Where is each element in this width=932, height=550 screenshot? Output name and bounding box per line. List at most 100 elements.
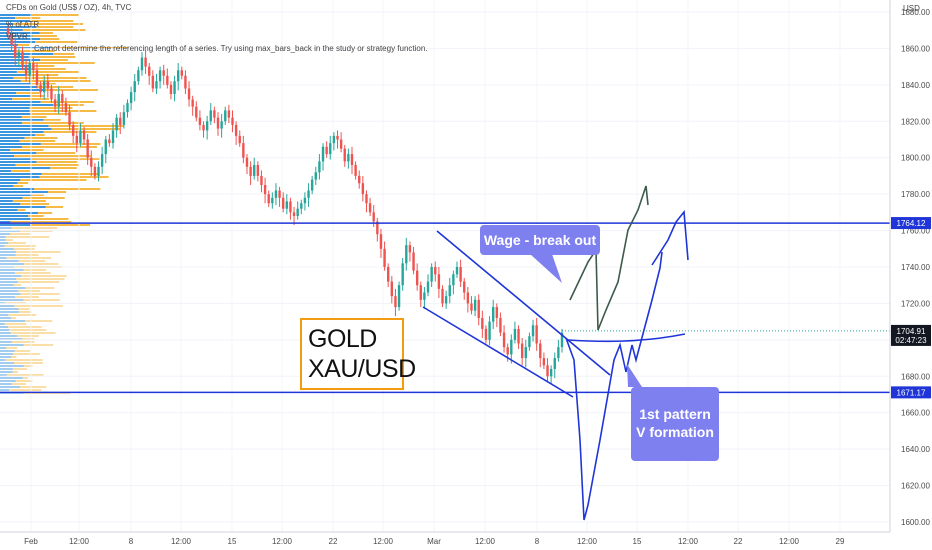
candle-body (336, 135, 339, 140)
volume-profile-bar (29, 20, 74, 22)
volume-profile-bar (0, 245, 5, 247)
y-tick-label: 1780.00 (901, 190, 930, 199)
volume-profile-bar (22, 338, 35, 340)
candle-body (502, 332, 506, 348)
volume-profile-bar (0, 203, 21, 205)
candle-body (528, 336, 531, 348)
candle-body (242, 143, 245, 158)
volume-profile-bar (15, 251, 61, 253)
volume-profile-bar (0, 314, 9, 316)
candle-body (332, 135, 336, 144)
candle-body (310, 179, 314, 191)
candle-body (28, 63, 31, 76)
candle-body (531, 325, 535, 337)
candle-body (354, 165, 357, 176)
volume-profile-bar (6, 374, 44, 376)
volume-profile-bar (0, 317, 11, 319)
candle-body (405, 245, 408, 264)
volume-profile-bar (20, 179, 87, 181)
candle-body (267, 194, 270, 204)
breakout-path-dark (569, 185, 649, 331)
candle-body (455, 267, 459, 275)
volume-profile-bar (9, 389, 42, 391)
volume-profile-bar (0, 140, 20, 142)
currency-label: USD (903, 4, 920, 13)
candle-body (394, 296, 397, 308)
volume-profile-bar (0, 350, 15, 352)
x-tick-label: 15 (228, 537, 237, 546)
volume-profile-bar (32, 35, 57, 37)
candle-body (513, 328, 517, 340)
volume-profile-bar (5, 359, 43, 361)
volume-profile-bar (0, 155, 15, 157)
volume-profile-bar (17, 281, 60, 283)
candle-body (155, 81, 158, 89)
candle-body (452, 274, 455, 286)
volume-profile-bar (0, 68, 35, 70)
volume-profile-bar (0, 377, 23, 379)
volume-profile-bar (0, 269, 24, 271)
volume-profile-bar (0, 254, 16, 256)
level-price-badge (891, 217, 931, 230)
candle-body (437, 274, 441, 289)
volume-profile-bar (14, 350, 30, 352)
candle-body (122, 112, 126, 125)
candle-body (274, 190, 278, 198)
y-tick-label: 1760.00 (901, 227, 930, 236)
y-tick-label: 1820.00 (901, 117, 930, 126)
v-formation-tail (651, 209, 689, 266)
volume-profile-bar (47, 191, 67, 193)
candle-body (53, 99, 57, 107)
volume-profile-bar (32, 194, 44, 196)
x-tick-label: 8 (535, 537, 540, 546)
volume-profile-bar (0, 359, 6, 361)
volume-profile-bar (17, 44, 30, 46)
volume-profile-bar (5, 236, 50, 238)
volume-profile-bar (0, 311, 19, 313)
volume-profile-bar (0, 131, 44, 133)
volume-profile-bar (20, 80, 91, 82)
candle-body (205, 121, 209, 131)
candle-body (423, 292, 426, 300)
y-tick-label: 1860.00 (901, 44, 930, 53)
y-tick-label: 1720.00 (901, 299, 930, 308)
candle-body (549, 369, 553, 377)
candle-body (347, 154, 350, 162)
volume-profile-bar (18, 311, 31, 313)
volume-profile-bar (21, 116, 47, 118)
candle-body (325, 146, 328, 155)
volume-profile-bar (10, 317, 16, 319)
volume-profile-bar (0, 272, 15, 274)
volume-profile-bar (30, 158, 100, 160)
candle-body (361, 183, 365, 195)
volume-profile-bar (0, 236, 6, 238)
volume-profile-bar (22, 377, 29, 379)
candle-body (397, 285, 401, 308)
candle-body (539, 343, 542, 359)
candle-body (115, 117, 118, 131)
candle-body (151, 75, 155, 89)
candle-body (97, 166, 100, 176)
volume-profile-bar (13, 185, 24, 187)
wage-callout-pointer (530, 254, 562, 283)
candle-body (314, 172, 317, 180)
volume-profile-bar (0, 338, 23, 340)
candle-body (227, 110, 231, 118)
volume-profile-bar (0, 353, 13, 355)
volume-profile-bar (32, 14, 80, 16)
volume-profile-bar (10, 221, 72, 223)
volume-profile-bar (0, 125, 49, 127)
candle-body (285, 201, 289, 209)
candle-body (166, 75, 169, 85)
candle-body (234, 124, 238, 136)
candle-body (401, 263, 404, 286)
volume-profile-bar (0, 116, 22, 118)
x-tick-label: 12:00 (577, 537, 598, 546)
candle-body (93, 166, 97, 176)
volume-profile-bar (0, 206, 46, 208)
volume-profile-bar (0, 152, 37, 154)
volume-profile-bar (0, 182, 18, 184)
candle-body (510, 339, 513, 355)
